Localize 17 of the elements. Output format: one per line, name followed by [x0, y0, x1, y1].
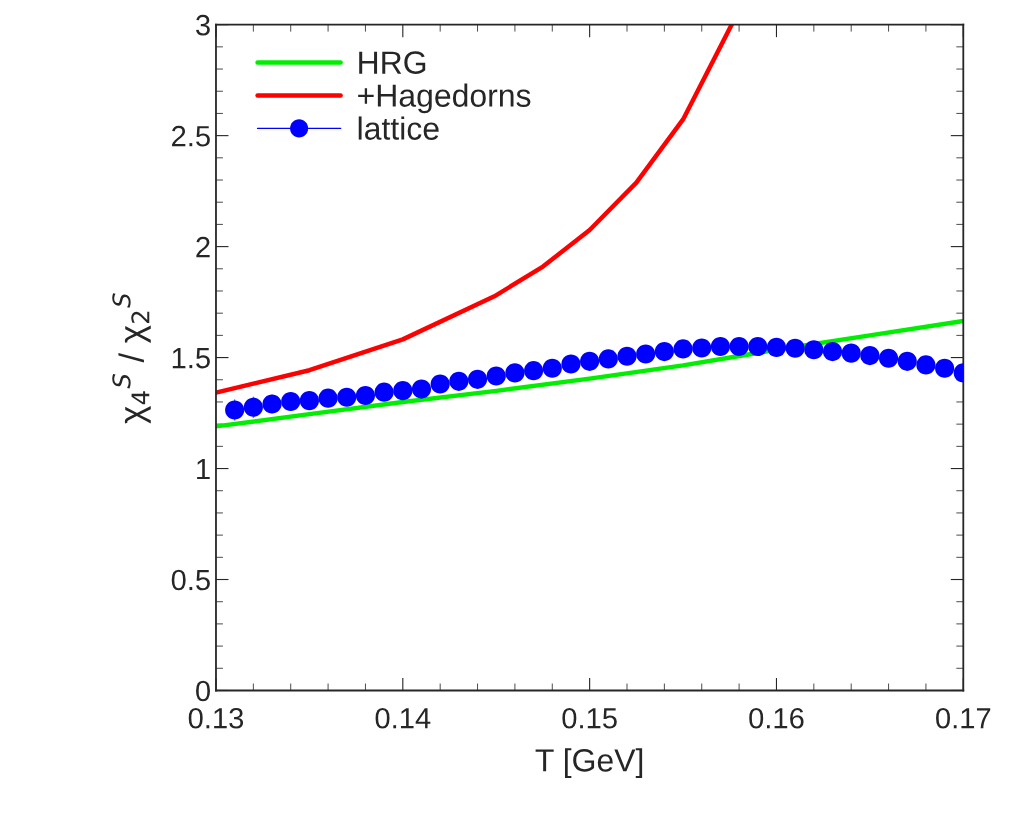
y-axis-title: χ$_{4}$$^{S}$ / χ$_{2}$$^{S}$ [112, 293, 151, 424]
y-tick-label: 2 [196, 236, 210, 258]
x-tick-label: 0.13 [188, 707, 244, 729]
x-tick-label: 0.17 [936, 707, 991, 729]
y-tick-label: 2.5 [172, 125, 210, 147]
x-axis-title: T [GeV] [535, 748, 643, 778]
y-tick-label: 1.5 [172, 348, 210, 369]
y-tick-label: 1 [197, 459, 210, 480]
y-tick-label: 0.5 [171, 569, 210, 591]
legend-label: lattice [358, 116, 439, 140]
legend-label: HRG [359, 51, 426, 74]
x-tick-label: 0.16 [749, 707, 804, 729]
y-tick-label: 3 [196, 14, 210, 36]
x-tick-label: 0.15 [562, 707, 617, 729]
y-tick-label: 0 [196, 680, 210, 702]
legend-label: +Hagedorns [358, 83, 531, 114]
x-tick-label: 0.14 [375, 707, 431, 729]
